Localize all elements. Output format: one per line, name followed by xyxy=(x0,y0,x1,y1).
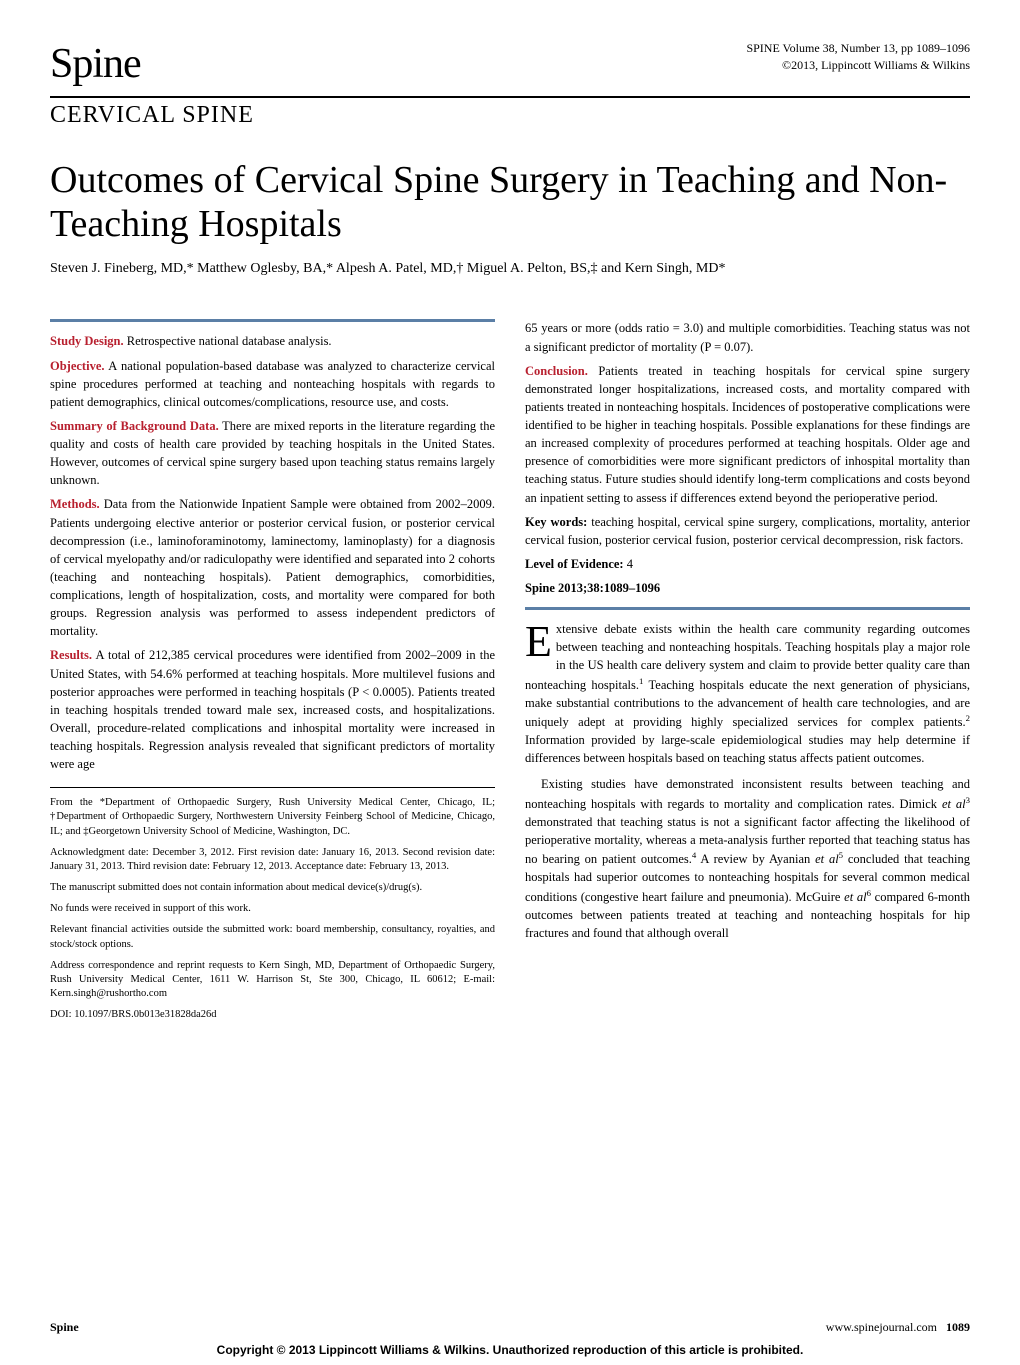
section-header: CERVICAL SPINE xyxy=(50,96,970,129)
left-column: Study Design. Retrospective national dat… xyxy=(50,319,495,1029)
results-label: Results. xyxy=(50,648,92,662)
page-number: 1089 xyxy=(946,1320,970,1334)
abstract-results-cont: 65 years or more (odds ratio = 3.0) and … xyxy=(525,319,970,355)
footnote-disclosure1: The manuscript submitted does not contai… xyxy=(50,881,495,895)
abstract-evidence: Level of Evidence: 4 xyxy=(525,555,970,573)
abstract-background: Summary of Background Data. There are mi… xyxy=(50,417,495,490)
evidence-text: 4 xyxy=(624,557,633,571)
volume-info: SPINE Volume 38, Number 13, pp 1089–1096 xyxy=(746,40,970,57)
background-label: Summary of Background Data. xyxy=(50,419,219,433)
abstract-study-design: Study Design. Retrospective national dat… xyxy=(50,332,495,350)
footer-journal: Spine xyxy=(50,1320,79,1335)
abstract-objective: Objective. A national population-based d… xyxy=(50,357,495,411)
content-columns: Study Design. Retrospective national dat… xyxy=(50,319,970,1029)
body-paragraph-1: Extensive debate exists within the healt… xyxy=(525,620,970,767)
copyright-notice: Copyright © 2013 Lippincott Williams & W… xyxy=(0,1343,1020,1357)
study-design-text: Retrospective national database analysis… xyxy=(124,334,332,348)
body-paragraph-2: Existing studies have demonstrated incon… xyxy=(525,775,970,942)
evidence-label: Level of Evidence: xyxy=(525,557,624,571)
footnote-doi: DOI: 10.1097/BRS.0b013e31828da26d xyxy=(50,1008,495,1022)
objective-label: Objective. xyxy=(50,359,105,373)
footnote-divider xyxy=(50,787,495,788)
footnote-affiliations: From the *Department of Orthopaedic Surg… xyxy=(50,796,495,839)
methods-text: Data from the Nationwide Inpatient Sampl… xyxy=(50,497,495,638)
article-title: Outcomes of Cervical Spine Surgery in Te… xyxy=(50,159,970,246)
body-text: Extensive debate exists within the healt… xyxy=(525,620,970,942)
footer-url: www.spinejournal.com xyxy=(826,1320,937,1334)
header-meta: SPINE Volume 38, Number 13, pp 1089–1096… xyxy=(746,40,970,74)
page-footer: Spine www.spinejournal.com 1089 xyxy=(50,1320,970,1335)
abstract-keywords: Key words: teaching hospital, cervical s… xyxy=(525,513,970,549)
methods-label: Methods. xyxy=(50,497,100,511)
conclusion-label: Conclusion. xyxy=(525,364,588,378)
footnote-disclosure3: Relevant financial activities outside th… xyxy=(50,923,495,951)
results-text: A total of 212,385 cervical procedures w… xyxy=(50,648,495,771)
journal-logo: Spine xyxy=(50,40,141,88)
footnote-disclosure2: No funds were received in support of thi… xyxy=(50,902,495,916)
conclusion-text: Patients treated in teaching hospitals f… xyxy=(525,364,970,505)
abstract-citation: Spine 2013;38:1089–1096 xyxy=(525,579,970,597)
study-design-label: Study Design. xyxy=(50,334,124,348)
right-column: 65 years or more (odds ratio = 3.0) and … xyxy=(525,319,970,1029)
abstract-divider xyxy=(50,319,495,322)
footnote-dates: Acknowledgment date: December 3, 2012. F… xyxy=(50,846,495,874)
page-header: Spine SPINE Volume 38, Number 13, pp 108… xyxy=(50,40,970,88)
abstract-conclusion: Conclusion. Patients treated in teaching… xyxy=(525,362,970,507)
body-p1-text: xtensive debate exists within the health… xyxy=(525,622,970,765)
keywords-text: teaching hospital, cervical spine surger… xyxy=(525,515,970,547)
abstract-results: Results. A total of 212,385 cervical pro… xyxy=(50,646,495,773)
keywords-label: Key words: xyxy=(525,515,587,529)
author-list: Steven J. Fineberg, MD,* Matthew Oglesby… xyxy=(50,258,970,279)
footnote-correspondence: Address correspondence and reprint reque… xyxy=(50,959,495,1002)
dropcap: E xyxy=(525,620,556,662)
abstract-methods: Methods. Data from the Nationwide Inpati… xyxy=(50,495,495,640)
abstract-end-divider xyxy=(525,607,970,610)
publisher-copyright: ©2013, Lippincott Williams & Wilkins xyxy=(746,57,970,74)
footer-right: www.spinejournal.com 1089 xyxy=(826,1320,970,1335)
objective-text: A national population-based database was… xyxy=(50,359,495,409)
